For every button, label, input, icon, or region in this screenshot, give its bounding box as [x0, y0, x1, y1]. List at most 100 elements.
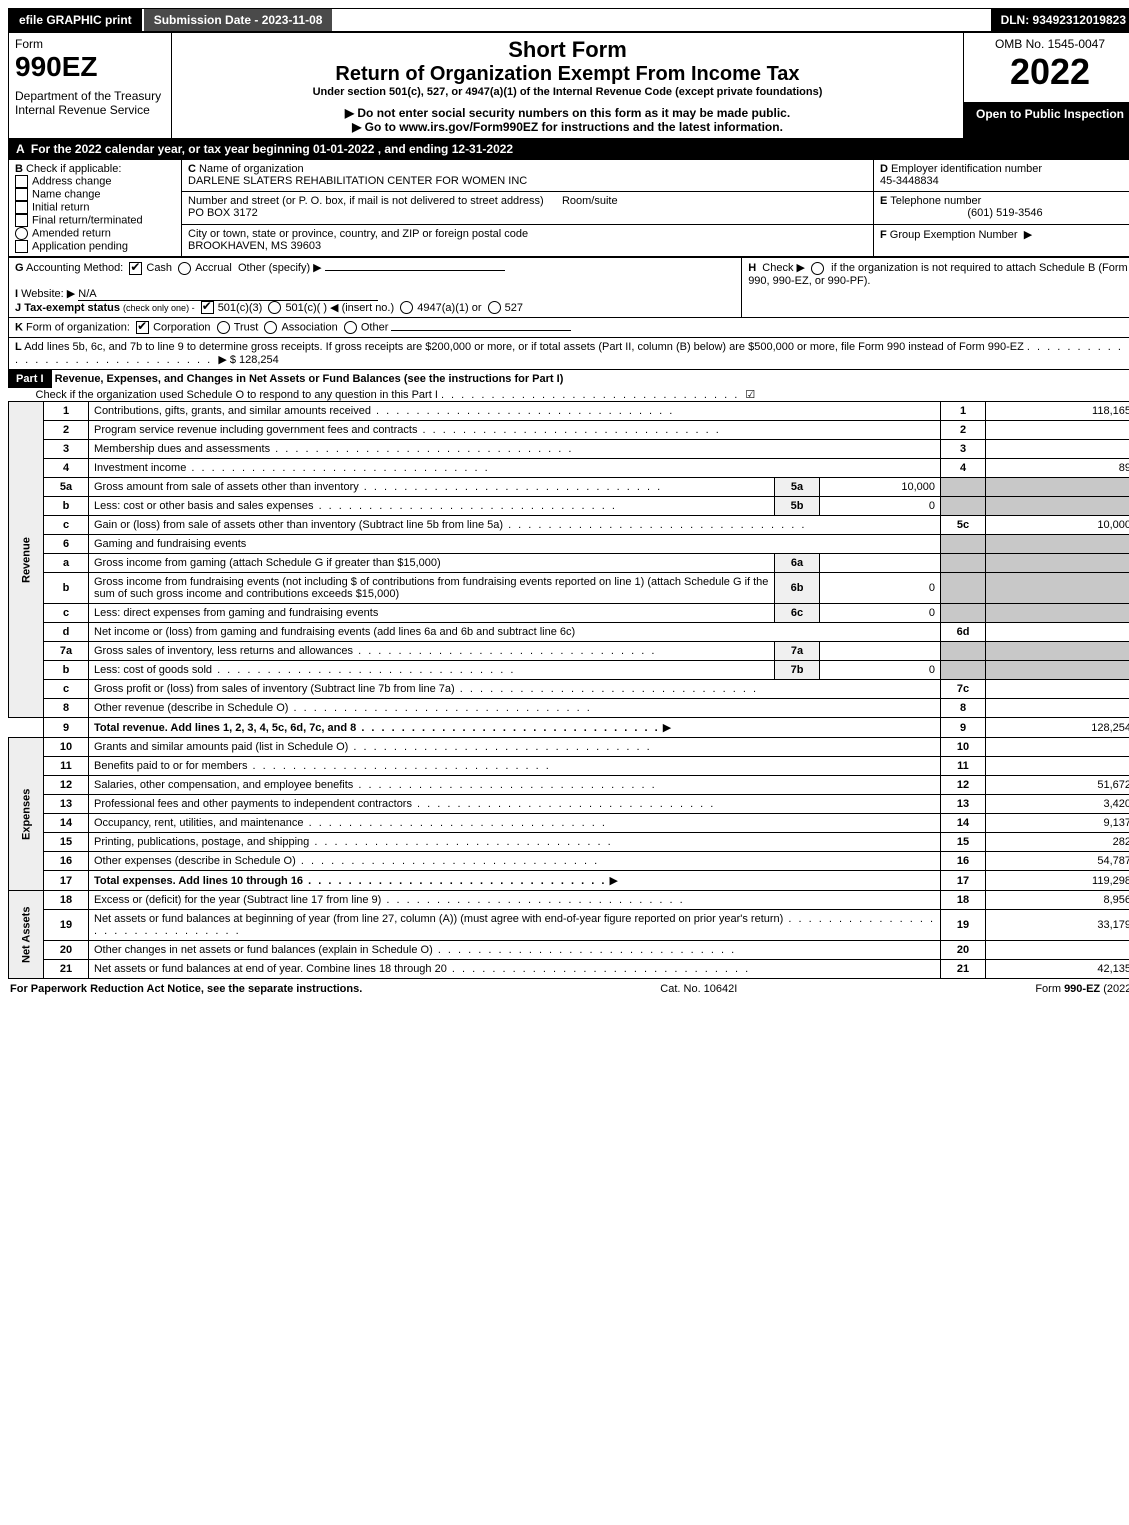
final-return-checkbox[interactable]	[15, 214, 28, 227]
shaded-cell	[941, 604, 986, 623]
line-num: 19	[44, 910, 89, 941]
part-i-badge: Part I	[8, 370, 52, 388]
line-num: 16	[44, 852, 89, 871]
line-desc: Benefits paid to or for members	[94, 760, 551, 772]
final-return-label: Final return/terminated	[32, 214, 143, 226]
subline-val: 0	[820, 573, 941, 604]
line-num: c	[44, 516, 89, 535]
line-val	[986, 941, 1129, 960]
form-header: Form 990EZ Department of the Treasury In…	[8, 32, 1129, 139]
shaded-cell	[941, 535, 986, 554]
line-desc: Less: direct expenses from gaming and fu…	[89, 604, 775, 623]
line-desc: Occupancy, rent, utilities, and maintena…	[94, 817, 607, 829]
assoc-radio[interactable]	[264, 321, 277, 334]
line-num: 12	[44, 776, 89, 795]
app-pending-checkbox[interactable]	[15, 240, 28, 253]
dln-label: DLN: 93492312019823	[991, 9, 1129, 31]
tax-exempt-note: (check only one) -	[123, 303, 195, 313]
line-desc: Net assets or fund balances at beginning…	[94, 913, 935, 937]
omb-number: OMB No. 1545-0047	[970, 37, 1129, 51]
subline-val: 10,000	[820, 478, 941, 497]
short-form-title: Short Form	[178, 37, 957, 63]
shaded-cell	[986, 478, 1129, 497]
open-public-badge: Open to Public Inspection	[964, 102, 1129, 139]
part-i-header: Part I Revenue, Expenses, and Changes in…	[8, 370, 1129, 401]
other-org-label: Other	[361, 322, 389, 334]
amended-return-label: Amended return	[32, 227, 111, 239]
ssn-warning: ▶ Do not enter social security numbers o…	[178, 106, 957, 120]
room-label: Room/suite	[562, 195, 618, 207]
line-num: 13	[44, 795, 89, 814]
line-idx: 9	[941, 718, 986, 738]
website-value: N/A	[78, 288, 378, 301]
line-val	[986, 757, 1129, 776]
app-pending-label: Application pending	[32, 240, 128, 252]
line-num: 10	[44, 738, 89, 757]
line-num: d	[44, 623, 89, 642]
501c3-checkbox[interactable]	[201, 301, 214, 314]
line-desc: Contributions, gifts, grants, and simila…	[94, 405, 674, 417]
line-val: 119,298	[986, 871, 1129, 891]
line-val	[986, 623, 1129, 642]
other-specify-input[interactable]	[325, 270, 505, 271]
line-val: 8,956	[986, 891, 1129, 910]
line-desc: Other changes in net assets or fund bala…	[94, 944, 736, 956]
subline-val	[820, 642, 941, 661]
efile-pill[interactable]: efile GRAPHIC print	[9, 9, 144, 31]
gross-receipts-text: Add lines 5b, 6c, and 7b to line 9 to de…	[24, 341, 1024, 353]
4947-radio[interactable]	[400, 301, 413, 314]
accrual-radio[interactable]	[178, 262, 191, 275]
name-change-checkbox[interactable]	[15, 188, 28, 201]
subline-num: 6b	[775, 573, 820, 604]
schedule-b-radio[interactable]	[811, 262, 824, 275]
h-tail: if the organization is not required to a…	[748, 262, 1128, 287]
line-idx: 17	[941, 871, 986, 891]
501c-label: 501(c)( ) ◀ (insert no.)	[285, 302, 394, 314]
goto-link[interactable]: ▶ Go to www.irs.gov/Form990EZ for instru…	[178, 120, 957, 134]
form-org-label: Form of organization:	[26, 322, 130, 334]
subline-num: 5b	[775, 497, 820, 516]
line-desc: Printing, publications, postage, and shi…	[94, 836, 613, 848]
line-idx: 2	[941, 421, 986, 440]
other-org-input[interactable]	[391, 330, 571, 331]
corp-checkbox[interactable]	[136, 321, 149, 334]
trust-radio[interactable]	[217, 321, 230, 334]
amended-return-radio[interactable]	[15, 227, 28, 240]
shaded-cell	[941, 661, 986, 680]
subline-num: 6a	[775, 554, 820, 573]
addr-change-checkbox[interactable]	[15, 175, 28, 188]
subline-val: 0	[820, 661, 941, 680]
line-num: b	[44, 497, 89, 516]
line-num: 21	[44, 960, 89, 979]
501c-radio[interactable]	[268, 301, 281, 314]
line-num: 18	[44, 891, 89, 910]
line-idx: 19	[941, 910, 986, 941]
line-desc: Gross sales of inventory, less returns a…	[94, 645, 656, 657]
line-num: 4	[44, 459, 89, 478]
line-num: b	[44, 661, 89, 680]
cash-checkbox[interactable]	[129, 262, 142, 275]
part-i-check-note: Check if the organization used Schedule …	[36, 389, 438, 401]
line-val	[986, 680, 1129, 699]
schedule-o-checkmark[interactable]: ☑	[745, 389, 755, 401]
line-desc: Membership dues and assessments	[94, 443, 573, 455]
shaded-cell	[986, 642, 1129, 661]
submission-date-pill: Submission Date - 2023-11-08	[144, 9, 335, 31]
other-org-radio[interactable]	[344, 321, 357, 334]
shaded-cell	[986, 573, 1129, 604]
line-num: 5a	[44, 478, 89, 497]
accrual-label: Accrual	[195, 262, 232, 274]
line-idx: 10	[941, 738, 986, 757]
main-title: Return of Organization Exempt From Incom…	[178, 63, 957, 86]
shaded-cell	[941, 573, 986, 604]
527-label: 527	[505, 302, 523, 314]
initial-return-checkbox[interactable]	[15, 201, 28, 214]
line-desc: Program service revenue including govern…	[94, 424, 721, 436]
line-val: 128,254	[986, 718, 1129, 738]
line-num: 6	[44, 535, 89, 554]
subline-num: 5a	[775, 478, 820, 497]
line-num: 1	[44, 402, 89, 421]
line-desc: Salaries, other compensation, and employ…	[94, 779, 657, 791]
527-radio[interactable]	[488, 301, 501, 314]
subline-val: 0	[820, 604, 941, 623]
